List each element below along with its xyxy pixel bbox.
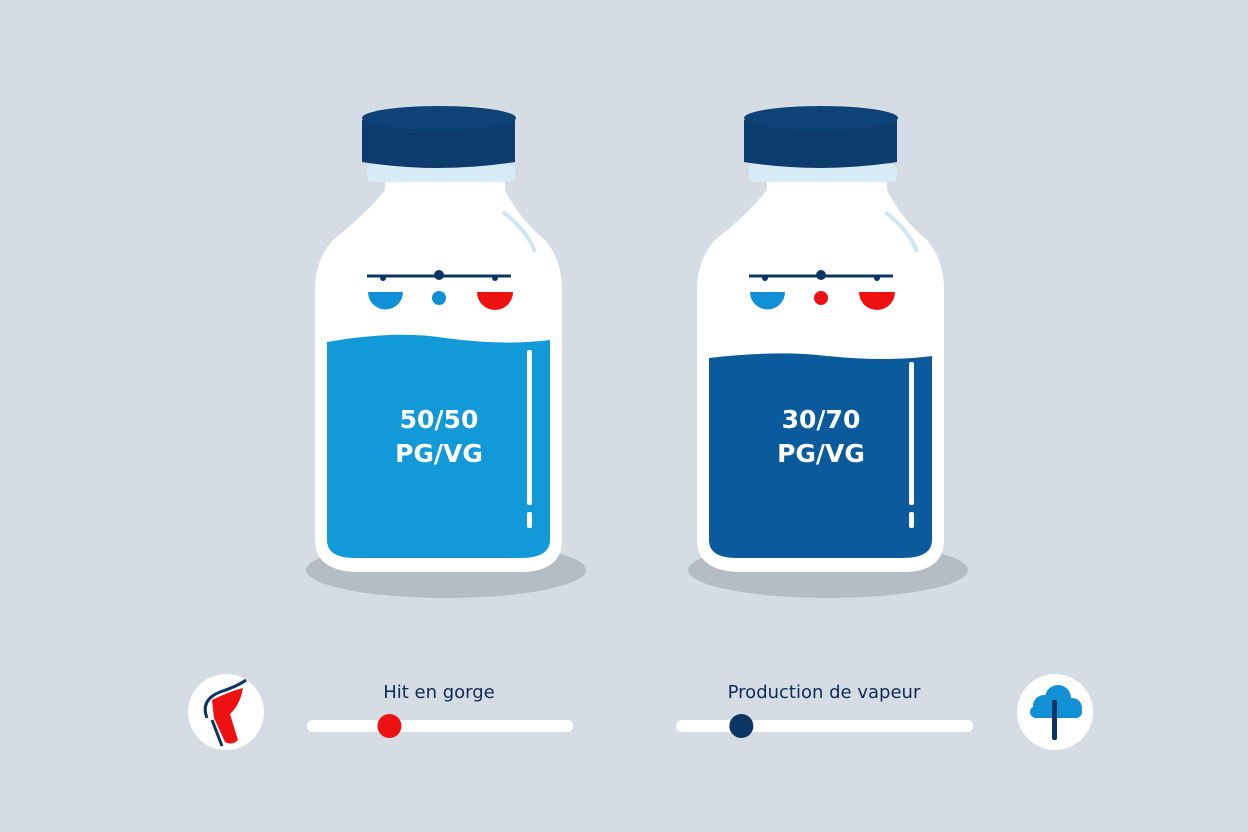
- slider-label: Production de vapeur: [728, 682, 921, 703]
- liquid: [327, 334, 550, 558]
- dot-icon: [432, 291, 446, 305]
- pg-drop-icon: [368, 292, 403, 310]
- vapor-slider[interactable]: Production de vapeur: [676, 682, 973, 738]
- bottle-unit: PG/VG: [777, 439, 865, 468]
- slider-track[interactable]: [307, 720, 573, 732]
- slider-knob[interactable]: [729, 714, 754, 738]
- bottle-30-70: 30/70 PG/VG: [686, 104, 970, 600]
- bottle-unit: PG/VG: [395, 439, 483, 468]
- dot-icon: [814, 291, 828, 305]
- bottle-50-50: 50/50 PG/VG: [304, 104, 588, 600]
- bottle-ratio: 30/70: [782, 405, 861, 434]
- slider-label: Hit en gorge: [383, 682, 495, 703]
- slider-track[interactable]: [676, 720, 973, 732]
- cloud-icon: [1017, 674, 1093, 750]
- hit-slider[interactable]: Hit en gorge: [307, 682, 573, 738]
- liquid: [709, 353, 932, 558]
- vg-drop-icon: [859, 292, 895, 310]
- pg-drop-icon: [750, 292, 785, 310]
- slider-knob[interactable]: [377, 714, 402, 738]
- vg-drop-icon: [477, 292, 513, 310]
- throat-icon: [188, 674, 264, 750]
- bottle-ratio: 50/50: [400, 405, 479, 434]
